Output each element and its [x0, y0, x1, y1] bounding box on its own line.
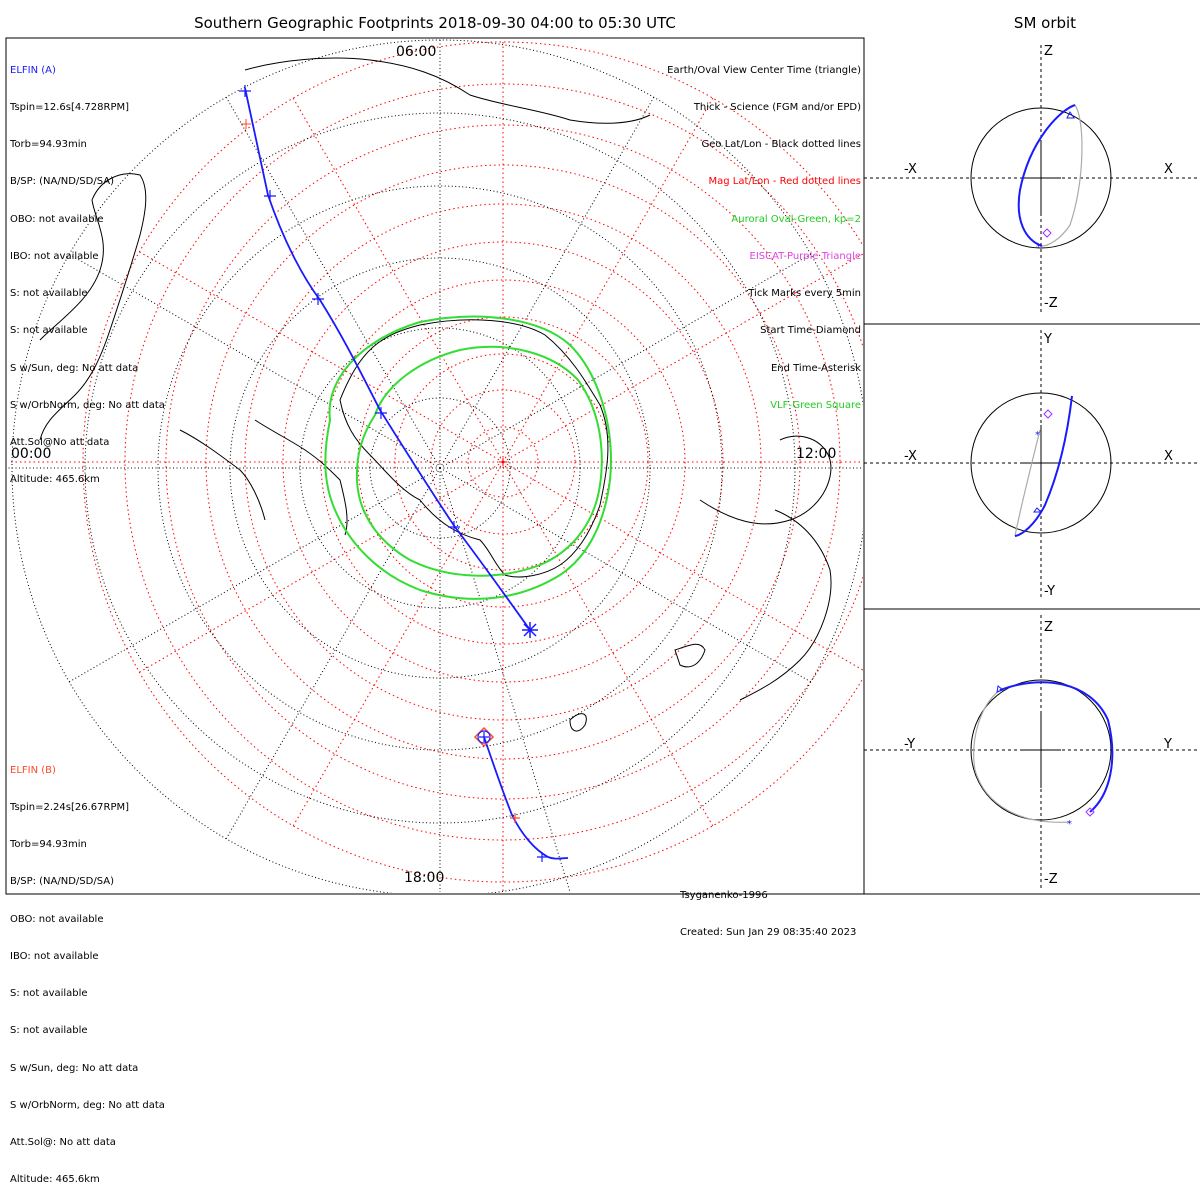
antarctic-peninsula — [254, 419, 348, 536]
footer-created: Created: Sun Jan 29 08:35:40 2023 — [680, 927, 857, 939]
legend-item: Mag Lat/Lon - Red dotted lines — [708, 176, 861, 188]
elfin-a-info: ELFIN (A) Tspin=12.6s[4.728RPM] Torb=94.… — [10, 40, 165, 499]
elfin-b-path — [483, 736, 569, 860]
elfin-a-path — [244, 87, 531, 631]
sm1-right-label: X — [1164, 162, 1173, 177]
elfin-a-track — [239, 85, 538, 638]
footprint-figure: * * * — [5, 37, 1200, 895]
auroral-oval-outer — [324, 315, 612, 600]
elfin-a-line: OBO: not available — [10, 213, 104, 225]
auroral-oval-inner — [355, 345, 603, 577]
coast-fragment-1 — [179, 429, 266, 521]
south-america-coast — [39, 173, 147, 441]
elfin-b-start-cross — [479, 732, 489, 742]
mlt-label-right: 12:00 — [796, 446, 837, 462]
elfin-a-line: Torb=94.93min — [10, 139, 87, 151]
sm-panel-2: * — [864, 330, 1200, 600]
elfin-b-line: IBO: not available — [10, 950, 99, 962]
elfin-b-tick-2 — [537, 852, 547, 862]
geo-lon-grid — [8, 40, 863, 893]
footer: Tsyganenko-1996 Created: Sun Jan 29 08:3… — [680, 865, 856, 952]
elfin-a-line: S: not available — [10, 288, 88, 300]
elfin-a-line: Altitude: 465.6km — [10, 474, 100, 486]
elfin-b-line: S: not available — [10, 988, 88, 1000]
elfin-b-line: B/SP: (NA/ND/SD/SA) — [10, 876, 114, 888]
sm-panel-3: * — [864, 615, 1200, 888]
polar-map — [8, 39, 863, 893]
elfin-b-info: ELFIN (B) Tspin=2.24s[26.67RPM] Torb=94.… — [10, 740, 165, 1199]
elfin-b-start-diamond — [473, 726, 495, 748]
elfin-a-line: S w/OrbNorm, deg: No att data — [10, 399, 165, 411]
legend-item: Geo Lat/Lon - Black dotted lines — [701, 139, 861, 151]
elfin-a-line: S w/Sun, deg: No att data — [10, 362, 139, 374]
legend-item: End Time-Asterisk — [770, 362, 861, 374]
map-frame — [5, 37, 865, 895]
elfin-b-line: Altitude: 465.6km — [10, 1174, 100, 1186]
svg-text:*: * — [1067, 819, 1072, 830]
africa-coast — [244, 57, 651, 124]
legend: Earth/Oval View Center Time (triangle) T… — [667, 40, 861, 425]
elfin-b-line: Tspin=2.24s[26.67RPM] — [10, 802, 130, 814]
sm1-left-label: -X — [904, 162, 917, 177]
elfin-a-ticks — [239, 85, 460, 533]
elfin-b-line: OBO: not available — [10, 913, 104, 925]
elfin-a-line: Att.Sol@No att data — [10, 437, 110, 448]
mag-lon-grid — [8, 40, 863, 892]
elfin-b-track — [473, 726, 569, 862]
island-2 — [569, 713, 587, 732]
legend-item: Tick Marks every 5min — [748, 288, 861, 300]
elfin-a-name: ELFIN (A) — [10, 64, 56, 76]
svg-text:*: * — [1036, 242, 1041, 253]
sm3-top-label: Z — [1044, 620, 1053, 635]
sm2-top-label: Y — [1044, 332, 1052, 347]
sm3-right-label: Y — [1164, 737, 1172, 752]
sm1-bottom-label: -Z — [1044, 296, 1058, 311]
elfin-a-line: Tspin=12.6s[4.728RPM] — [10, 102, 130, 114]
elfin-a-line: IBO: not available — [10, 250, 99, 262]
svg-text:*: * — [1035, 430, 1040, 441]
auroral-oval — [324, 315, 612, 600]
legend-item: Earth/Oval View Center Time (triangle) — [667, 64, 861, 76]
legend-item: Thick - Science (FGM and/or EPD) — [693, 102, 861, 114]
elfin-b-line: Att.Sol@: No att data — [10, 1137, 116, 1148]
antarctica-coast — [339, 319, 609, 578]
sm3-bottom-label: -Z — [1044, 872, 1058, 887]
elfin-a-red-tick — [241, 119, 251, 129]
legend-item: Auroral Oval-Green, kp=2 — [731, 213, 861, 225]
australia-coast — [699, 435, 832, 525]
mlt-label-top: 06:00 — [396, 44, 437, 60]
elfin-b-line: Torb=94.93min — [10, 839, 87, 851]
new-zealand-coast — [739, 509, 832, 701]
elfin-b-line: S w/OrbNorm, deg: No att data — [10, 1099, 165, 1111]
elfin-a-end-asterisk — [522, 622, 538, 638]
sm2-bottom-label: -Y — [1044, 584, 1056, 599]
elfin-b-tick-1 — [510, 813, 520, 823]
elfin-b-name: ELFIN (B) — [10, 764, 56, 776]
island-1 — [674, 643, 706, 668]
elfin-a-line: B/SP: (NA/ND/SD/SA) — [10, 176, 114, 188]
sm2-left-label: -X — [904, 449, 917, 464]
footer-model: Tsyganenko-1996 — [680, 889, 768, 901]
elfin-b-start-marker — [477, 730, 491, 744]
mag-pole-marker — [499, 458, 507, 466]
sm2-right-label: X — [1164, 449, 1173, 464]
mlt-label-left: 00:00 — [11, 446, 52, 462]
elfin-b-line: S: not available — [10, 1025, 88, 1037]
page-title: Southern Geographic Footprints 2018-09-3… — [194, 14, 676, 32]
mlt-label-bottom: 18:00 — [404, 870, 445, 886]
elfin-b-line: S w/Sun, deg: No att data — [10, 1062, 139, 1074]
legend-item: EISCAT-Purple Triangle — [749, 250, 862, 262]
legend-item: Start Time-Diamond — [760, 325, 861, 337]
sm1-top-label: Z — [1044, 44, 1053, 59]
legend-item: VLF-Green Square — [770, 399, 861, 411]
sm-panel-1: * — [864, 45, 1200, 315]
sm3-left-label: -Y — [904, 737, 916, 752]
elfin-a-line: S: not available — [10, 325, 88, 337]
sm-orbit-title: SM orbit — [1013, 14, 1077, 32]
